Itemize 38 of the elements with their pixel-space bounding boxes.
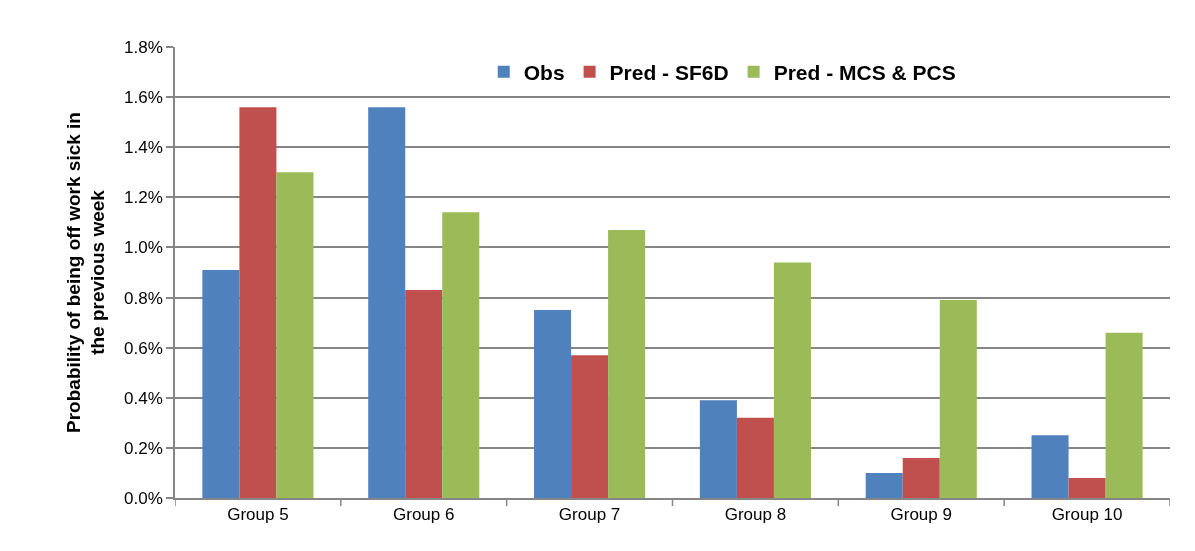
bar bbox=[202, 269, 240, 498]
bar bbox=[699, 400, 737, 498]
bar bbox=[1105, 332, 1143, 498]
y-tick-label: 1.4% bbox=[124, 138, 163, 158]
x-tick-label: Group 7 bbox=[558, 505, 621, 525]
y-tick-label: 0.6% bbox=[124, 338, 163, 358]
y-tick-label: 0.4% bbox=[124, 388, 163, 408]
bar bbox=[736, 417, 774, 498]
y-tick-label: 1.0% bbox=[124, 238, 163, 258]
bar bbox=[571, 355, 609, 498]
y-axis-title: Probability of being off work sick in the previous week bbox=[62, 112, 109, 433]
legend-label: Obs bbox=[523, 60, 565, 84]
bar bbox=[865, 472, 903, 498]
x-tick-label: Group 10 bbox=[1051, 505, 1123, 525]
bar bbox=[1068, 477, 1106, 498]
legend-label: Pred - MCS & PCS bbox=[773, 60, 956, 84]
x-tick-label: Group 6 bbox=[393, 505, 455, 525]
bar bbox=[405, 290, 443, 498]
y-tick-label: 1.2% bbox=[124, 188, 163, 208]
bar bbox=[534, 310, 572, 498]
bar bbox=[608, 229, 646, 498]
y-tick-label: 0.2% bbox=[124, 438, 163, 458]
legend-label: Pred - SF6D bbox=[609, 60, 729, 84]
bar bbox=[1031, 435, 1069, 498]
bar bbox=[239, 107, 277, 498]
y-tick-label: 0.0% bbox=[124, 488, 163, 508]
x-tick-label: Group 9 bbox=[890, 505, 952, 525]
y-tick-label: 1.6% bbox=[124, 88, 163, 108]
x-tick-label: Group 8 bbox=[724, 505, 787, 525]
y-tick-label: 1.8% bbox=[124, 37, 163, 57]
bar bbox=[442, 212, 480, 498]
bar bbox=[773, 262, 811, 498]
bar bbox=[902, 457, 940, 498]
y-tick-label: 0.8% bbox=[124, 288, 163, 308]
bar bbox=[939, 300, 977, 498]
bar bbox=[368, 107, 406, 498]
bar bbox=[276, 172, 314, 498]
x-tick-label: Group 5 bbox=[227, 505, 289, 525]
